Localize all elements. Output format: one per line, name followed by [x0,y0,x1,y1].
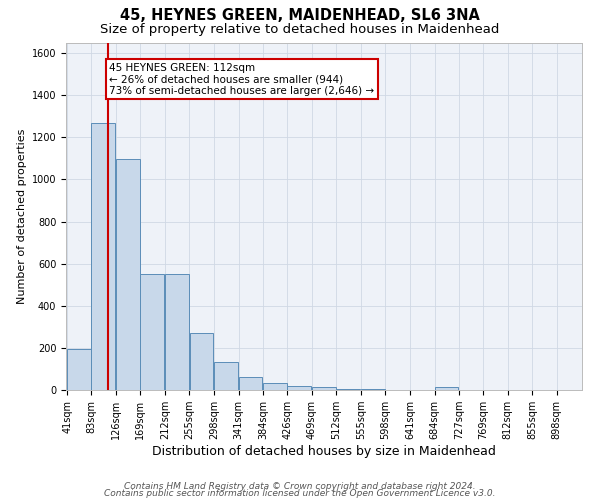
Bar [312,388,335,390]
Bar [91,122,115,390]
Bar [190,333,214,390]
Bar [263,382,287,390]
Bar [287,386,311,390]
Text: Contains HM Land Registry data © Crown copyright and database right 2024.: Contains HM Land Registry data © Crown c… [124,482,476,491]
Bar [214,362,238,390]
Bar [337,389,360,390]
Text: 45, HEYNES GREEN, MAIDENHEAD, SL6 3NA: 45, HEYNES GREEN, MAIDENHEAD, SL6 3NA [120,8,480,22]
Bar [67,348,91,390]
Bar [140,274,164,390]
Bar [434,387,458,390]
Text: Contains public sector information licensed under the Open Government Licence v3: Contains public sector information licen… [104,490,496,498]
Bar [239,378,262,390]
X-axis label: Distribution of detached houses by size in Maidenhead: Distribution of detached houses by size … [152,445,496,458]
Text: Size of property relative to detached houses in Maidenhead: Size of property relative to detached ho… [100,22,500,36]
Bar [165,274,189,390]
Bar [116,160,140,390]
Y-axis label: Number of detached properties: Number of detached properties [17,128,28,304]
Text: 45 HEYNES GREEN: 112sqm
← 26% of detached houses are smaller (944)
73% of semi-d: 45 HEYNES GREEN: 112sqm ← 26% of detache… [109,62,374,96]
